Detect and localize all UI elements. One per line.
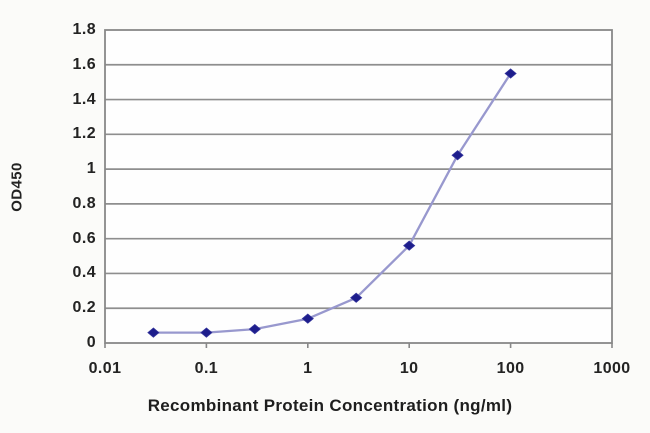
y-tick-label: 0.8 xyxy=(72,194,96,212)
x-tick-label: 10 xyxy=(399,360,419,377)
x-tick-label: 0.1 xyxy=(194,360,219,377)
y-tick-label: 0.2 xyxy=(72,299,96,317)
data-point-marker xyxy=(200,327,213,338)
y-axis-title: OD450 xyxy=(8,162,26,212)
y-tick-label: 1 xyxy=(86,160,96,178)
y-tick-label: 0.6 xyxy=(72,229,96,247)
series-line xyxy=(152,72,512,334)
data-point-marker xyxy=(248,323,261,335)
plot-frame xyxy=(104,29,613,344)
data-point-marker xyxy=(147,327,160,338)
data-point-marker xyxy=(301,313,314,324)
x-tick-label: 100 xyxy=(496,360,525,377)
y-tick-label: 0 xyxy=(86,334,96,351)
data-point-marker xyxy=(504,68,517,79)
x-tick-label: 1 xyxy=(303,360,313,377)
y-tick-label: 1.4 xyxy=(72,90,96,108)
data-point-marker xyxy=(403,240,416,251)
x-axis-title: Recombinant Protein Concentration (ng/ml… xyxy=(147,396,513,415)
x-tick-label: 0.01 xyxy=(88,360,122,377)
x-tick-label: 1000 xyxy=(593,360,631,377)
data-point-marker xyxy=(451,150,464,161)
plot-area xyxy=(105,30,612,343)
y-tick-label: 1.6 xyxy=(72,55,96,73)
y-tick-label: 1.8 xyxy=(72,21,96,38)
data-point-marker xyxy=(350,292,363,303)
y-tick-label: 1.2 xyxy=(72,125,96,143)
y-tick-label: 0.4 xyxy=(72,264,96,282)
